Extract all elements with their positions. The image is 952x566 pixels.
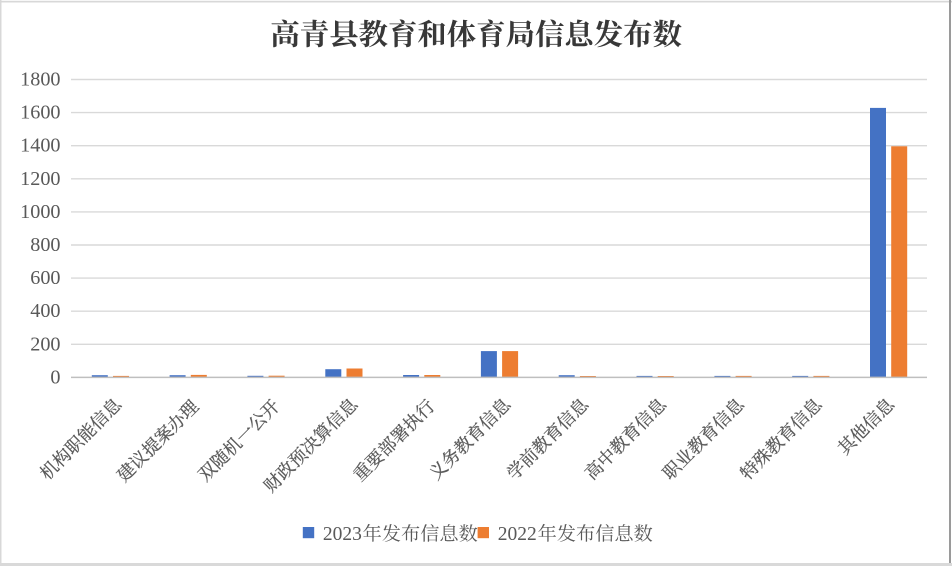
- svg-text:2022: 2022: [498, 524, 537, 545]
- svg-text:1800: 1800: [20, 69, 60, 91]
- svg-text:1600: 1600: [20, 102, 60, 124]
- svg-text:0: 0: [50, 366, 60, 388]
- svg-text:1400: 1400: [20, 135, 60, 157]
- svg-text:2023: 2023: [323, 524, 362, 545]
- svg-text:200: 200: [30, 333, 60, 355]
- svg-text:1200: 1200: [20, 168, 60, 190]
- svg-text:400: 400: [30, 300, 60, 322]
- svg-text:600: 600: [30, 267, 60, 289]
- svg-text:800: 800: [30, 234, 60, 256]
- svg-text:1000: 1000: [20, 201, 60, 223]
